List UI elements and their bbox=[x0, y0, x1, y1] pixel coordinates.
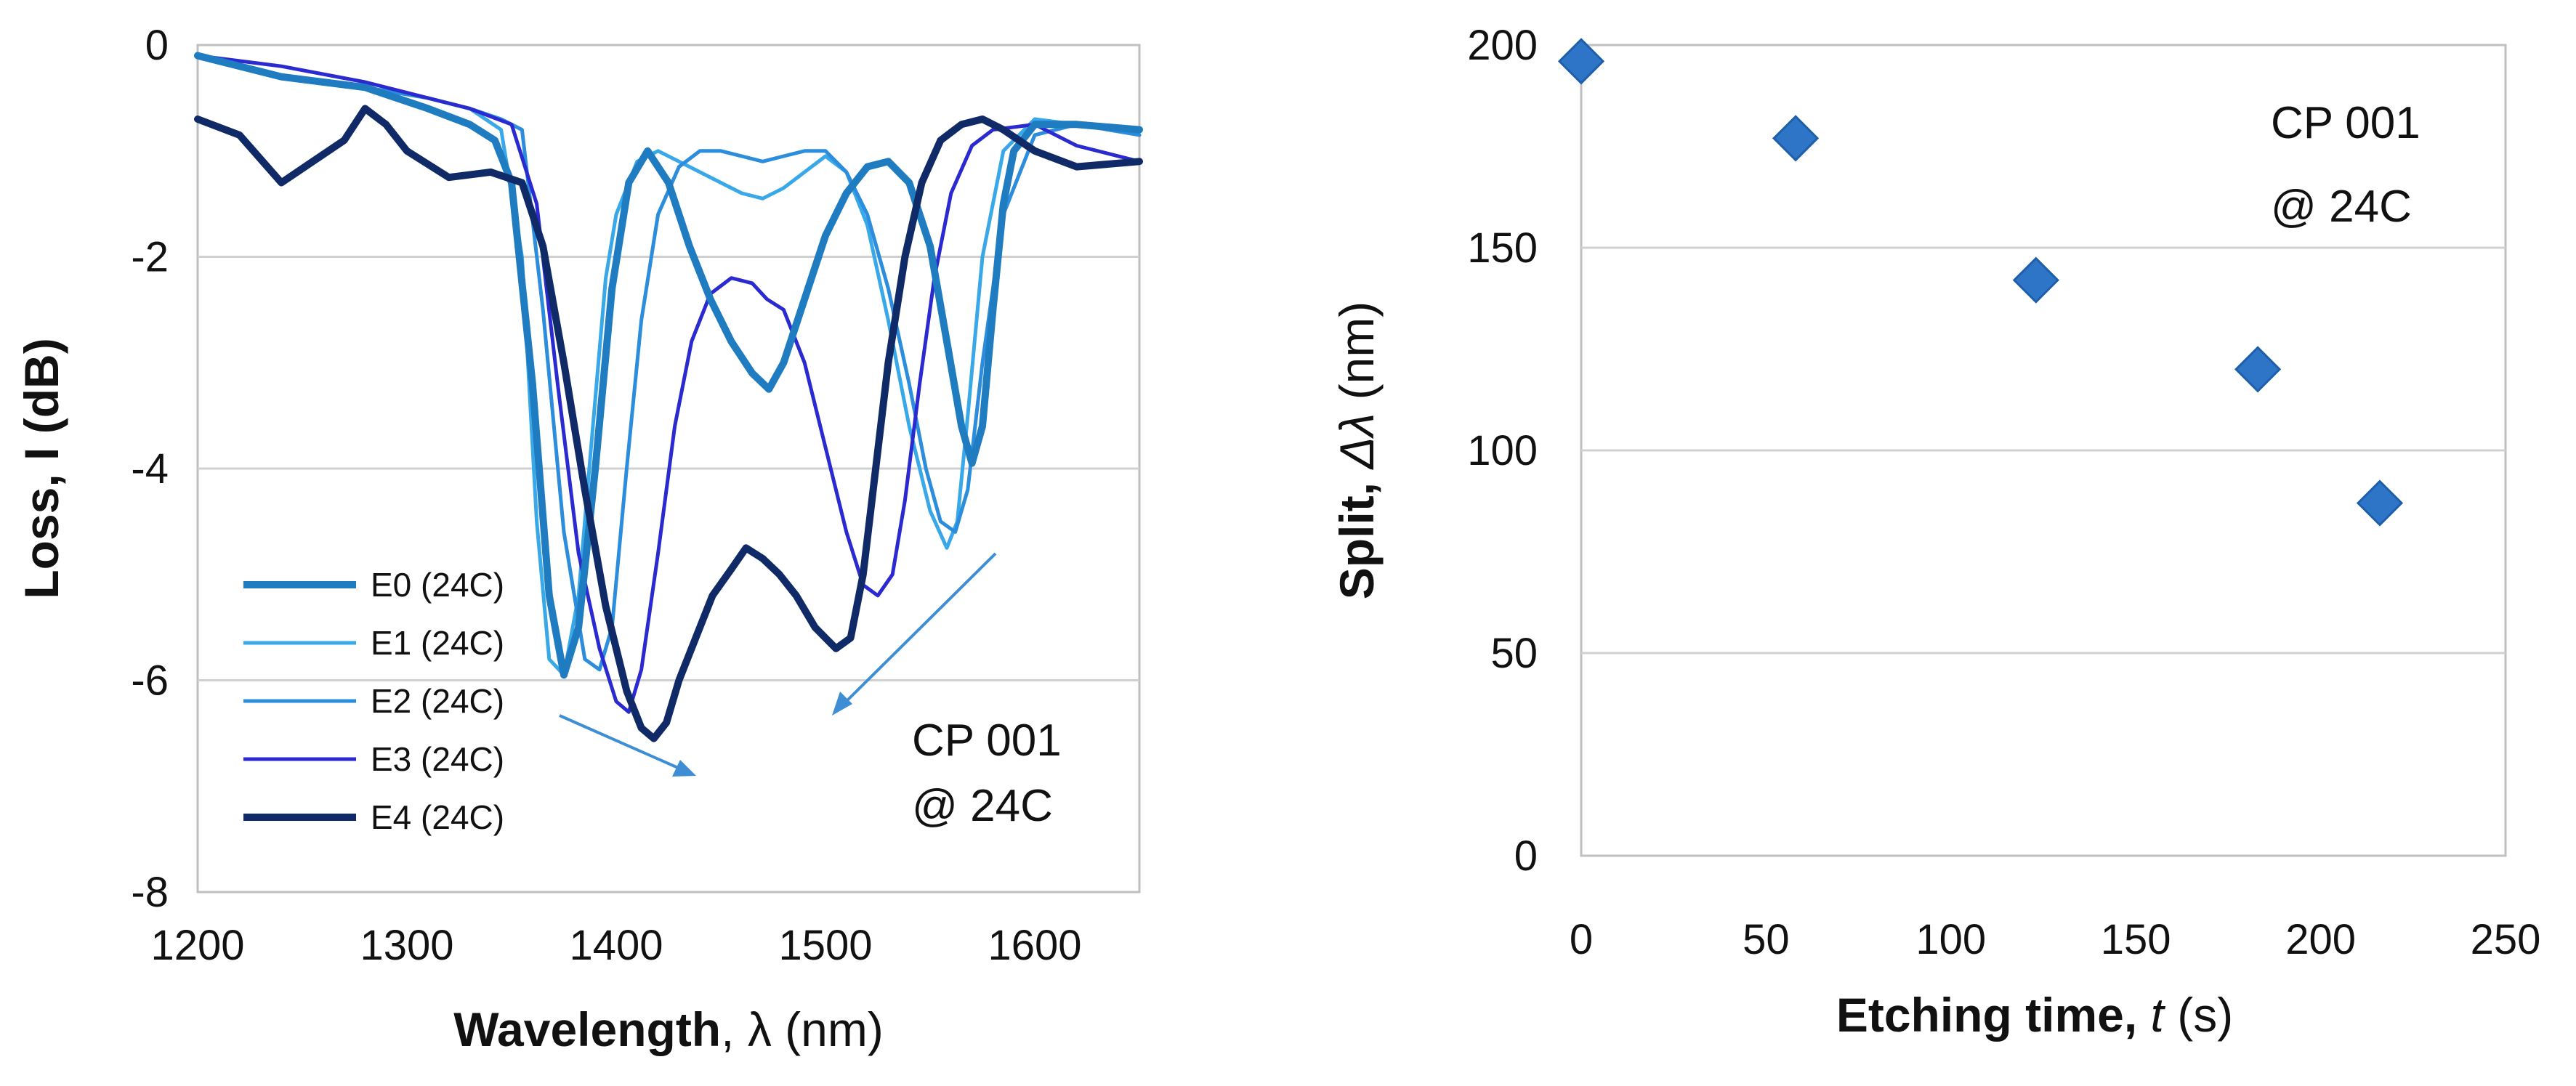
left-x-tick: 1500 bbox=[778, 922, 872, 969]
left-x-tick: 1400 bbox=[569, 922, 663, 969]
shift-arrow-left bbox=[559, 714, 684, 771]
data-point-3 bbox=[2234, 346, 2282, 393]
left-x-tick: 1200 bbox=[150, 922, 244, 969]
right-data-points bbox=[1557, 38, 2404, 527]
left-x-tick-labels: 1200 1300 1400 1500 1600 bbox=[150, 922, 1081, 969]
left-annotation-line1: CP 001 bbox=[912, 716, 1062, 766]
series-line-e3 bbox=[195, 54, 1142, 714]
left-arrows bbox=[559, 552, 997, 777]
legend-label-e0: E0 (24C) bbox=[371, 566, 504, 604]
right-x-tick: 50 bbox=[1743, 916, 1790, 963]
legend-label-e1: E1 (24C) bbox=[371, 624, 504, 662]
right-x-tick: 0 bbox=[1570, 916, 1593, 963]
left-y-tick: -8 bbox=[131, 869, 169, 916]
right-annotation-line2: @ 24C bbox=[2271, 182, 2412, 232]
right-x-axis-label: Etching time, t (s) bbox=[1836, 988, 2233, 1042]
legend-label-e4: E4 (24C) bbox=[371, 798, 504, 836]
right-y-tick: 200 bbox=[1467, 22, 1538, 69]
series-line-e2 bbox=[195, 54, 1142, 672]
left-y-tick: -4 bbox=[131, 445, 169, 493]
left-chart-wavelength-loss: -8-6-4-20 1200 1300 1400 1500 1600 E0 (24C)E… bbox=[15, 22, 1143, 1056]
right-x-tick: 200 bbox=[2285, 916, 2356, 963]
right-gridlines bbox=[1581, 246, 2506, 655]
left-legend: E0 (24C) E1 (24C) E2 (24C) E3 (24C) E4 (24C) bbox=[243, 566, 504, 836]
left-y-tick-labels: -8 -6 -4 -2 0 bbox=[131, 22, 169, 916]
data-point-1 bbox=[1772, 115, 1820, 162]
right-y-tick: 0 bbox=[1514, 832, 1538, 880]
left-x-tick: 1600 bbox=[988, 922, 1081, 969]
series-line-e0 bbox=[194, 52, 1143, 679]
right-y-axis-label: Split, Δλ (nm) bbox=[1330, 301, 1384, 599]
right-y-tick: 100 bbox=[1467, 427, 1538, 474]
left-x-axis-label: Wavelength, λ (nm) bbox=[453, 1002, 884, 1056]
shift-arrow-right bbox=[840, 552, 997, 708]
legend-label-e3: E3 (24C) bbox=[371, 740, 504, 778]
shift-arrow-right-head bbox=[832, 692, 852, 716]
right-x-tick: 150 bbox=[2101, 916, 2171, 963]
right-x-tick: 250 bbox=[2471, 916, 2541, 963]
left-y-axis-label: Loss, I (dB) bbox=[15, 338, 68, 599]
left-series-lines bbox=[194, 52, 1143, 742]
right-chart-split-vs-time: 0 50 100 150 200 0 50 100 150 200 250 CP 001 @ 24… bbox=[1330, 22, 2540, 1042]
left-y-tick: -2 bbox=[131, 234, 169, 281]
left-y-tick: 0 bbox=[145, 22, 169, 69]
shift-arrow-left-head bbox=[672, 760, 696, 777]
data-point-4 bbox=[2356, 479, 2404, 527]
legend-label-e2: E2 (24C) bbox=[371, 682, 504, 720]
data-point-0 bbox=[1557, 38, 1605, 85]
right-annotation-line1: CP 001 bbox=[2271, 98, 2420, 148]
right-y-tick-labels: 0 50 100 150 200 bbox=[1467, 22, 1538, 880]
right-x-tick: 100 bbox=[1915, 916, 1986, 963]
series-line-e4 bbox=[194, 105, 1143, 742]
left-y-tick: -6 bbox=[131, 657, 169, 705]
right-y-tick: 150 bbox=[1467, 224, 1538, 272]
data-point-2 bbox=[2012, 256, 2059, 304]
right-x-tick-labels: 0 50 100 150 200 250 bbox=[1570, 916, 2541, 963]
left-annotation-line2: @ 24C bbox=[912, 781, 1053, 831]
right-y-tick: 50 bbox=[1490, 630, 1538, 677]
left-x-tick: 1300 bbox=[360, 922, 453, 969]
